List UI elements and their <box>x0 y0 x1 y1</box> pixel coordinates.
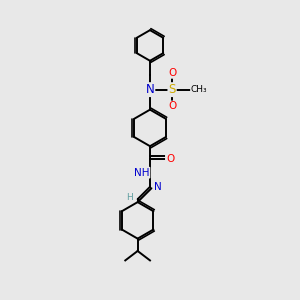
Text: N: N <box>154 182 162 192</box>
Text: NH: NH <box>134 168 149 178</box>
Text: O: O <box>168 101 176 111</box>
Text: N: N <box>146 83 154 96</box>
Text: H: H <box>126 193 133 202</box>
Text: CH₃: CH₃ <box>191 85 208 94</box>
Text: S: S <box>168 83 176 96</box>
Text: O: O <box>166 154 174 164</box>
Text: O: O <box>168 68 176 78</box>
